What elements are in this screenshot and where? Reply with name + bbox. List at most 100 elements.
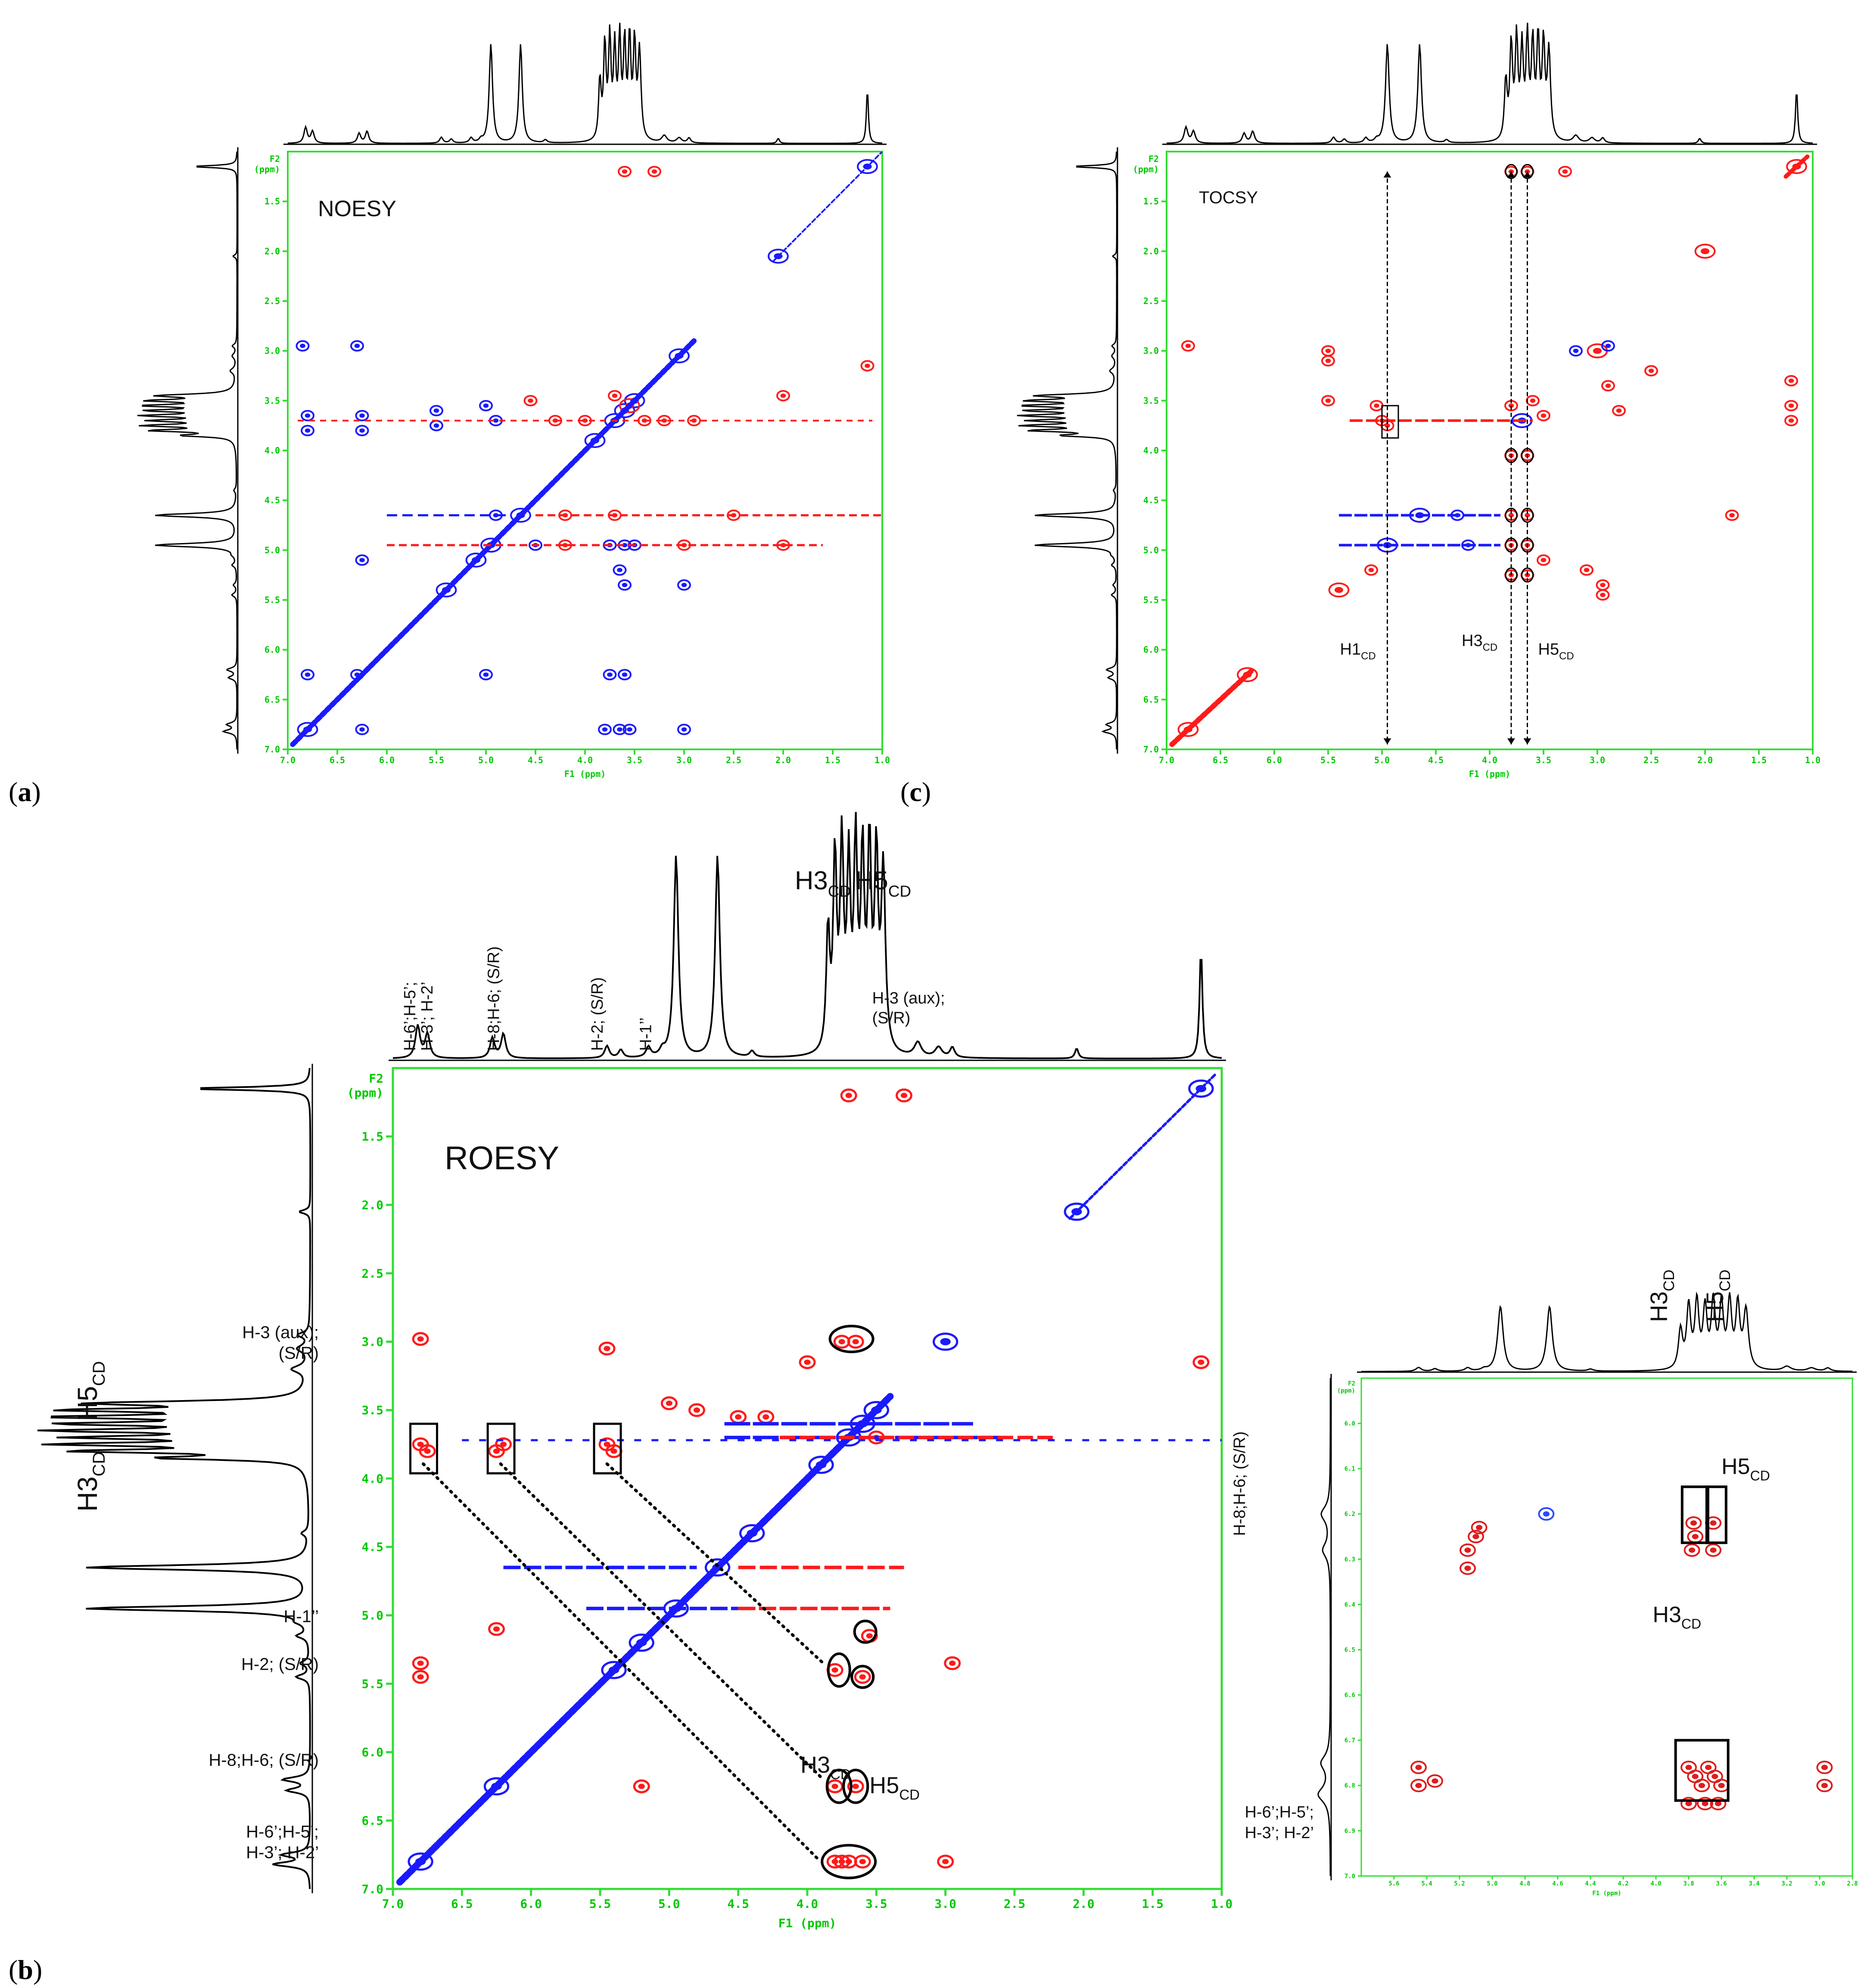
x-tick-label: 3.5 <box>865 1897 887 1911</box>
peak-core-positive <box>1415 1783 1422 1788</box>
left-peak-label: H-3’; H-2’ <box>246 1843 319 1862</box>
peak-diagonal <box>932 1333 959 1351</box>
peak-diagonal <box>1064 1202 1090 1221</box>
peak-core-positive <box>1605 383 1611 388</box>
y-tick-label: 4.0 <box>1143 445 1159 456</box>
x-tick-label: 6.0 <box>379 755 395 765</box>
plot-data <box>1410 1507 1833 1811</box>
peak-cross <box>895 1088 912 1103</box>
peak-positive <box>1537 410 1550 422</box>
peak-core-cross <box>866 1633 873 1639</box>
peak-core-positive <box>1698 1783 1705 1788</box>
peak-positive <box>1784 415 1798 426</box>
y-tick-label: 7.0 <box>265 744 280 755</box>
x-tick-label: 5.0 <box>478 755 494 765</box>
top-peak-label: H-6’;H-5’; <box>401 982 419 1051</box>
peak-diagonal <box>739 1524 765 1543</box>
panel-letter-bold: b <box>18 1954 33 1985</box>
peak-positive <box>1237 667 1258 682</box>
peak-core-positive <box>1508 403 1514 408</box>
peak-core-cross <box>604 1441 610 1447</box>
x-tick-label: 3.0 <box>676 755 692 765</box>
peak-core-positive <box>433 408 439 413</box>
x-tick-label: 2.5 <box>726 755 741 765</box>
left-peak-label: (S/R) <box>279 1344 319 1363</box>
y-tick-label: 3.5 <box>1143 395 1159 406</box>
peak-positive <box>479 400 493 412</box>
peak-diagonal <box>704 1558 731 1577</box>
peak-positive <box>465 553 487 568</box>
peak-positive <box>429 405 443 416</box>
peak-core-positive <box>602 727 608 732</box>
top-peak-label: H-1’’ <box>637 1018 655 1051</box>
left-1d-spectrum <box>1317 1378 1331 1876</box>
peak-positive <box>297 722 318 737</box>
y-tick-label: 2.0 <box>1143 246 1159 256</box>
peak-core-positive <box>305 428 311 433</box>
x-tick-label: 4.0 <box>577 755 593 765</box>
peak-diagonal <box>408 1852 433 1871</box>
cross-label-h5: H5CD <box>869 1773 920 1803</box>
peak-core-negative <box>1605 344 1611 348</box>
highlight-ellipse <box>1521 164 1534 179</box>
peak-positive <box>1784 400 1798 412</box>
highlight-ellipse <box>1521 507 1534 523</box>
peak-core-positive <box>1715 1801 1722 1806</box>
y-tick-label: 2.0 <box>361 1198 383 1212</box>
x-tick-label: 4.2 <box>1618 1880 1628 1887</box>
peak-core-cross <box>604 1346 610 1351</box>
x-tick-label: 5.2 <box>1454 1880 1465 1887</box>
panel-letter: (a) <box>9 777 41 807</box>
top-1d-spectrum <box>392 812 1222 1059</box>
y-axis-unit: (ppm) <box>1133 164 1159 174</box>
peak-core-positive <box>1325 398 1331 403</box>
peak-cross <box>854 1854 871 1869</box>
y-tick-label: 3.0 <box>265 346 280 356</box>
peak-core-negative <box>780 393 786 398</box>
peak-positive <box>355 554 369 566</box>
y-axis-label: F2 <box>1148 154 1159 164</box>
annotation-label: H1CD <box>1340 640 1376 662</box>
peak-core-positive <box>1710 1520 1717 1526</box>
peak-cross <box>488 1444 505 1458</box>
highlight-ellipse <box>821 1844 877 1879</box>
y-tick-label: 6.0 <box>1344 1420 1355 1427</box>
peak-positive <box>1612 405 1626 416</box>
x-tick-label: 5.0 <box>1374 755 1390 765</box>
highlight-ellipse <box>827 1652 851 1688</box>
peak-core-positive <box>1692 1534 1699 1539</box>
highlight-ellipse <box>842 1768 869 1804</box>
diagonal-trace <box>290 338 697 747</box>
highlight-box <box>1381 405 1399 439</box>
y-tick-label: 6.4 <box>1344 1601 1355 1608</box>
peak-positive <box>1685 1516 1702 1530</box>
peak-core-positive <box>1185 344 1191 348</box>
peak-core-positive <box>1600 593 1606 597</box>
peak-core-cross <box>493 1626 500 1632</box>
x-tick-label: 6.0 <box>520 1897 542 1911</box>
peak-cross <box>937 1854 954 1869</box>
peak-core-positive <box>1540 413 1547 418</box>
peak-positive <box>1364 564 1378 576</box>
x-tick-label: 3.5 <box>1536 755 1551 765</box>
peak-core-cross <box>417 1660 424 1666</box>
peak-positive <box>1596 589 1610 601</box>
plot-data <box>1169 154 1810 747</box>
y-tick-label: 3.5 <box>265 395 280 406</box>
peak-core-positive <box>1729 513 1735 518</box>
peak-core-cross <box>493 1448 500 1454</box>
peak-positive <box>622 724 637 735</box>
peak-diagonal <box>863 1401 890 1420</box>
peak-core-positive <box>1325 358 1331 363</box>
peak-core-positive <box>1685 1801 1692 1806</box>
peak-core-positive <box>1475 1525 1483 1530</box>
peak-negative <box>1601 340 1615 352</box>
y-tick-label: 6.0 <box>361 1745 383 1759</box>
peak-core-negative <box>780 543 786 547</box>
x-tick-label: 2.0 <box>775 755 791 765</box>
peak-positive <box>1694 243 1716 259</box>
peak-core-positive <box>1685 1764 1692 1770</box>
panel-c-tocsy: 7.0 6.5 6.0 5.5 5.0 4.5 4.0 3.5 3.0 2.5 2.0 1.5 1.0 1… <box>1017 22 1821 779</box>
x-tick-label: 5.0 <box>658 1897 680 1911</box>
peak-negative <box>687 415 701 426</box>
